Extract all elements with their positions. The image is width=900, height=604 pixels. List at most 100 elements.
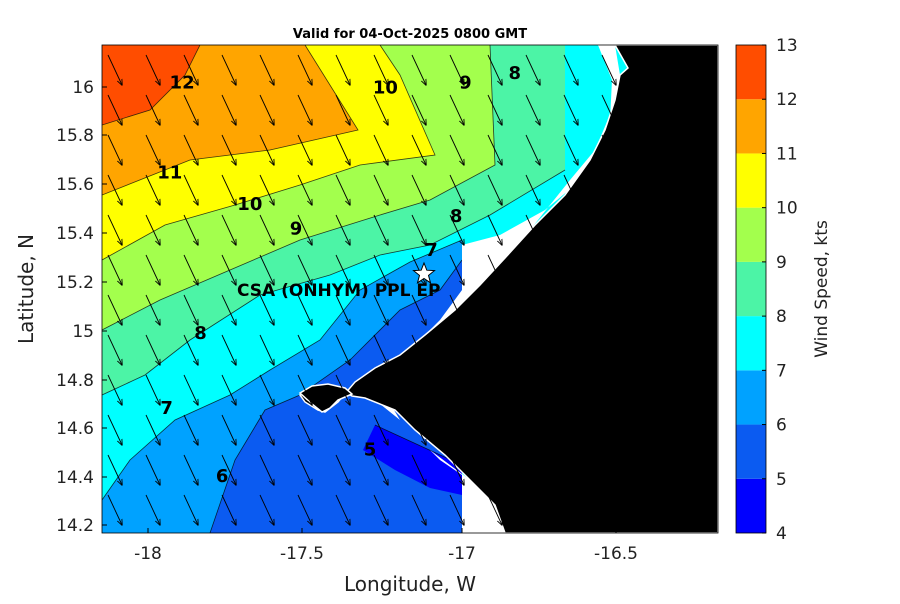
- x-tick-label: -17: [448, 544, 476, 564]
- wind-arrow: [601, 254, 616, 285]
- wind-arrow: [449, 254, 464, 285]
- wind-arrow: [107, 54, 122, 85]
- wind-arrow: [145, 294, 160, 325]
- wind-arrow: [297, 134, 312, 165]
- wind-arrow: [297, 374, 312, 405]
- wind-arrow: [639, 374, 654, 405]
- wind-arrow: [145, 414, 160, 445]
- wind-arrow: [639, 414, 654, 445]
- wind-arrow: [449, 374, 464, 405]
- wind-arrows: [107, 54, 692, 525]
- wind-arrow: [373, 214, 388, 245]
- wind-arrow: [487, 94, 502, 125]
- wind-arrow: [639, 94, 654, 125]
- wind-arrow: [259, 334, 274, 365]
- wind-arrow: [639, 214, 654, 245]
- colorbar-tick-label: 5: [776, 470, 787, 490]
- wind-arrow: [525, 174, 540, 205]
- wind-arrow: [449, 174, 464, 205]
- colorbar-tick-label: 12: [776, 90, 798, 110]
- wind-arrow: [297, 414, 312, 445]
- y-tick-label: 15.4: [56, 224, 94, 244]
- wind-arrow: [411, 414, 426, 445]
- wind-arrow: [601, 54, 616, 85]
- colorbar-cell: [736, 45, 766, 100]
- cape-verde-peninsula: [298, 383, 354, 413]
- wind-arrow: [297, 174, 312, 205]
- wind-arrow: [107, 174, 122, 205]
- wind-arrow: [335, 54, 350, 85]
- wind-arrow: [601, 454, 616, 485]
- y-tick-label: 15.8: [56, 126, 94, 146]
- y-tick-label: 14.2: [56, 516, 94, 536]
- colorbar-cell: [736, 370, 766, 425]
- map-title: Valid for 04-Oct-2025 0800 GMT: [293, 27, 527, 42]
- wind-arrow: [525, 134, 540, 165]
- wind-arrow: [525, 454, 540, 485]
- wind-arrow: [449, 334, 464, 365]
- wind-arrow: [107, 334, 122, 365]
- colorbar-tick-label: 9: [776, 253, 787, 273]
- wind-arrow: [373, 174, 388, 205]
- wind-arrow: [563, 294, 578, 325]
- wind-arrow: [411, 94, 426, 125]
- colorbar: 4 5 6 7 8 9 10 11 12 13 Wind Speed, kts: [735, 36, 832, 544]
- wind-arrow: [487, 294, 502, 325]
- y-tick-label: 15.2: [56, 273, 94, 293]
- wind-arrow: [639, 494, 654, 525]
- station-star-icon: [412, 261, 436, 284]
- wind-arrow: [297, 454, 312, 485]
- wind-arrow: [335, 94, 350, 125]
- wind-arrow: [487, 254, 502, 285]
- wind-arrow: [487, 134, 502, 165]
- y-tick-label: 14.4: [56, 468, 94, 488]
- band-12-13: [102, 45, 200, 125]
- y-tick-label: 14.6: [56, 419, 94, 439]
- wind-arrow: [487, 214, 502, 245]
- wind-arrow: [487, 414, 502, 445]
- wind-arrow: [411, 334, 426, 365]
- wind-arrow: [221, 254, 236, 285]
- wind-arrow: [107, 254, 122, 285]
- wind-arrow: [221, 294, 236, 325]
- wind-arrow: [221, 94, 236, 125]
- wind-arrow: [259, 94, 274, 125]
- wind-arrow: [335, 294, 350, 325]
- wind-arrow: [221, 374, 236, 405]
- wind-arrow: [601, 414, 616, 445]
- wind-arrow: [487, 174, 502, 205]
- wind-arrow: [259, 374, 274, 405]
- colorbar-cell: [736, 424, 766, 479]
- x-axis-label: Longitude, W: [344, 572, 476, 596]
- wind-arrow: [411, 134, 426, 165]
- x-tick-label: -17.5: [280, 544, 324, 564]
- wind-arrow: [563, 374, 578, 405]
- wind-arrow: [183, 94, 198, 125]
- wind-arrow: [221, 334, 236, 365]
- wind-arrow: [335, 214, 350, 245]
- wind-arrow: [335, 174, 350, 205]
- y-axis: 14.2 14.4 14.6 14.8 15 15.2 15.4 15.6 15…: [14, 78, 107, 536]
- wind-arrow: [373, 254, 388, 285]
- wind-arrow: [373, 294, 388, 325]
- wind-arrow: [449, 414, 464, 445]
- wind-arrow: [259, 214, 274, 245]
- wind-arrow: [639, 174, 654, 205]
- colorbar-cell: [736, 99, 766, 154]
- wind-arrow: [221, 214, 236, 245]
- colorbar-tick-label: 13: [776, 36, 798, 56]
- wind-arrow: [677, 214, 692, 245]
- contour-label: 5: [364, 439, 377, 460]
- y-tick-label: 16: [72, 78, 94, 98]
- wind-arrow: [563, 454, 578, 485]
- wind-arrow: [563, 54, 578, 85]
- wind-arrow: [487, 494, 502, 525]
- wind-arrow: [221, 54, 236, 85]
- colorbar-tick-label: 4: [776, 524, 787, 544]
- wind-arrow: [183, 334, 198, 365]
- wind-arrow: [563, 254, 578, 285]
- wind-arrow: [183, 374, 198, 405]
- wind-arrow: [525, 334, 540, 365]
- contour-label: 10: [373, 78, 398, 99]
